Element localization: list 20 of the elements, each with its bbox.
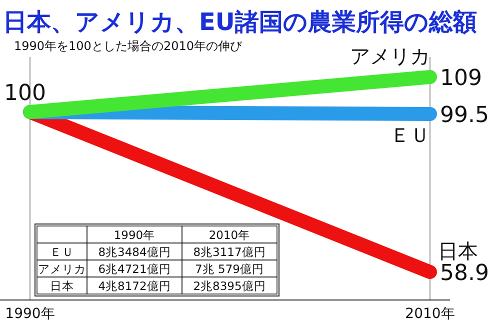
annotation: 1990年 bbox=[114, 228, 156, 242]
annotation: 7兆 579億円 bbox=[195, 262, 264, 276]
annotation: 8兆3484億円 bbox=[98, 245, 171, 259]
series-label: アメリカ bbox=[350, 44, 430, 68]
series-label: 日本 bbox=[438, 239, 478, 263]
annotation: ＥＵ bbox=[50, 245, 74, 259]
annotation: アメリカ bbox=[38, 262, 86, 276]
annotation: 6兆4721億円 bbox=[98, 262, 171, 276]
text: 日本 bbox=[50, 279, 74, 293]
text: 2兆8395億円 bbox=[193, 279, 266, 293]
data-label: 109 bbox=[440, 66, 482, 91]
annotation: 2010年 bbox=[208, 228, 250, 242]
data-label: 58.9 bbox=[440, 261, 489, 286]
data-label: 99.5 bbox=[440, 102, 489, 128]
series-label: ＥＵ bbox=[390, 122, 430, 147]
annotation: 8兆3117億円 bbox=[193, 245, 266, 259]
data-label: 100 bbox=[4, 81, 46, 106]
text: 4兆8172億円 bbox=[98, 279, 171, 293]
chart-title: 日本、アメリカ、EU諸国の農業所得の総額 bbox=[3, 8, 477, 36]
chart-subtitle: 1990年を100とした場合の2010年の伸び bbox=[14, 39, 243, 53]
